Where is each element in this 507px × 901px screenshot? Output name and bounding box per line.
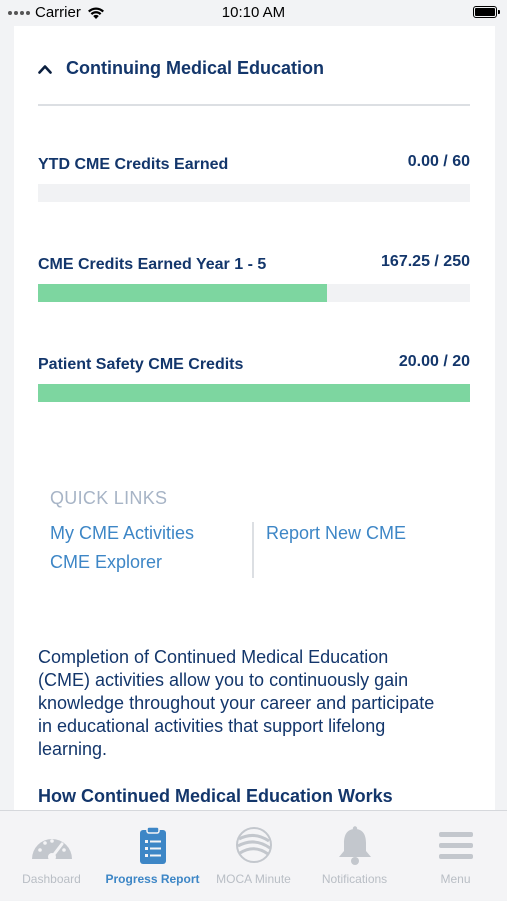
credit-label: CME Credits Earned Year 1 - 5: [38, 256, 267, 273]
status-left: Carrier: [8, 4, 105, 21]
progress-bar: [38, 184, 470, 202]
credit-value: 20.00 / 20: [398, 353, 470, 370]
credit-value: 0.00 / 60: [407, 153, 470, 170]
signal-icon: [8, 10, 30, 15]
header-divider: [38, 104, 470, 106]
tab-moca-minute[interactable]: MOCA Minute: [203, 811, 304, 901]
tab-label: Menu: [440, 872, 471, 886]
clipboard-list-icon: [139, 826, 166, 864]
section-header-toggle[interactable]: Continuing Medical Education: [38, 58, 324, 79]
tab-menu[interactable]: Menu: [405, 811, 506, 901]
tab-label: Notifications: [321, 872, 388, 886]
bell-icon: [338, 826, 371, 865]
tab-notifications[interactable]: Notifications: [304, 811, 405, 901]
moca-swirl-icon: [235, 827, 272, 863]
progress-fill: [38, 384, 470, 402]
tab-label: Progress Report: [105, 872, 200, 886]
status-bar: Carrier 10:10 AM: [0, 0, 507, 26]
credit-value: 167.25 / 250: [381, 253, 470, 270]
battery-icon: [473, 6, 500, 18]
status-time: 10:10 AM: [221, 4, 286, 21]
cme-card: Continuing Medical Education YTD CME Cre…: [14, 26, 495, 810]
cme-explorer-link[interactable]: CME Explorer: [50, 552, 163, 572]
credit-label: YTD CME Credits Earned: [38, 156, 229, 173]
tab-label: Dashboard: [22, 872, 81, 886]
quick-links-title: QUICK LINKS: [50, 488, 168, 508]
progress-fill: [38, 284, 327, 302]
my-cme-activities-link[interactable]: My CME Activities: [50, 523, 195, 543]
section-title: Continuing Medical Education: [66, 58, 324, 78]
chevron-up-icon: [38, 64, 52, 74]
report-new-cme-link[interactable]: Report New CME: [266, 523, 407, 543]
tab-dashboard[interactable]: Dashboard: [1, 811, 102, 901]
wifi-icon: [87, 6, 104, 19]
dashboard-gauge-icon: [31, 839, 72, 861]
progress-bar: [38, 384, 470, 402]
progress-bar: [38, 284, 470, 302]
credit-label: Patient Safety CME Credits: [38, 356, 244, 373]
tab-label: MOCA Minute: [216, 872, 291, 886]
hamburger-menu-icon: [438, 832, 473, 859]
quick-links-divider: [252, 522, 254, 578]
tab-progress-report[interactable]: Progress Report: [102, 811, 203, 901]
tab-bar: Dashboard Progress Report MOCA Minute: [0, 810, 507, 900]
how-cme-works-heading: How Continued Medical Education Works: [38, 786, 393, 806]
cme-description: Completion of Continued Medical Educatio…: [38, 647, 435, 759]
carrier-name: Carrier: [35, 4, 81, 21]
